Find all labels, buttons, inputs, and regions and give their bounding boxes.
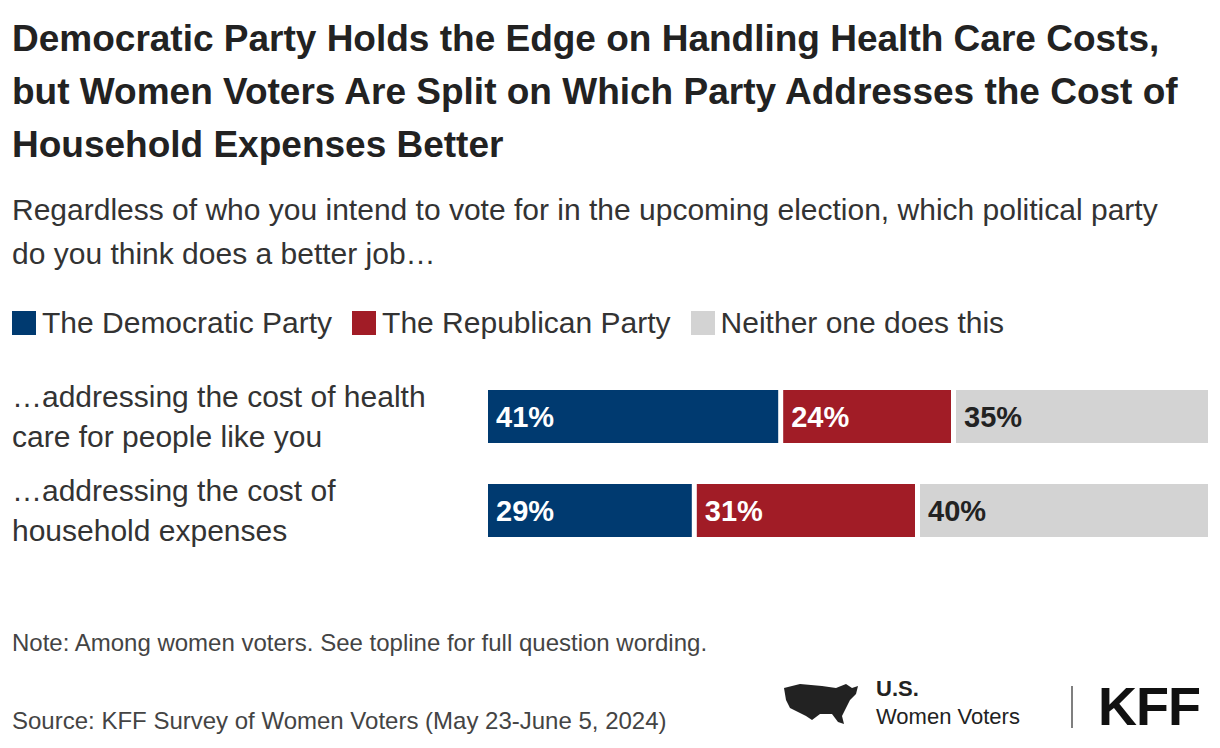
- bars: [488, 390, 1208, 537]
- data-label: 24%: [791, 401, 849, 433]
- source: Source: KFF Survey of Women Voters (May …: [12, 704, 667, 738]
- note: Note: Among women voters. See topline fo…: [12, 626, 732, 660]
- legend-swatch: [352, 311, 376, 335]
- data-label: 40%: [928, 495, 986, 527]
- category-label: …addressing the cost of household expens…: [12, 466, 482, 556]
- legend-item: The Democratic Party: [12, 306, 332, 340]
- legend-label: The Democratic Party: [42, 306, 332, 340]
- bar-segment: [697, 484, 915, 537]
- bar-segment: [956, 390, 1208, 443]
- legend-item: Neither one does this: [691, 306, 1005, 340]
- logo-subtitle: Women Voters: [876, 704, 1020, 730]
- legend-item: The Republican Party: [352, 306, 671, 340]
- brand-logo: KFF: [1098, 676, 1200, 736]
- category-label: …addressing the cost of health care for …: [12, 372, 482, 462]
- data-label: 31%: [705, 495, 763, 527]
- bar-segment: [488, 390, 778, 443]
- data-label: 29%: [496, 495, 554, 527]
- bar-segment: [488, 484, 692, 537]
- data-labels: 41% 24% 35% 29% 31% 40%: [496, 401, 1022, 527]
- chart-title: Democratic Party Holds the Edge on Handl…: [12, 12, 1207, 171]
- data-label: 35%: [964, 401, 1022, 433]
- legend: The Democratic Party The Republican Party…: [12, 306, 1024, 340]
- legend-label: Neither one does this: [721, 306, 1005, 340]
- logo-title: U.S.: [876, 676, 919, 702]
- logo-map: [784, 684, 858, 724]
- legend-label: The Republican Party: [382, 306, 671, 340]
- chart-subtitle: Regardless of who you intend to vote for…: [12, 188, 1162, 276]
- data-label: 41%: [496, 401, 554, 433]
- bar-segment: [783, 390, 951, 443]
- logo-separator: [1071, 686, 1073, 728]
- legend-swatch: [691, 311, 715, 335]
- bar-segment: [920, 484, 1208, 537]
- legend-swatch: [12, 311, 36, 335]
